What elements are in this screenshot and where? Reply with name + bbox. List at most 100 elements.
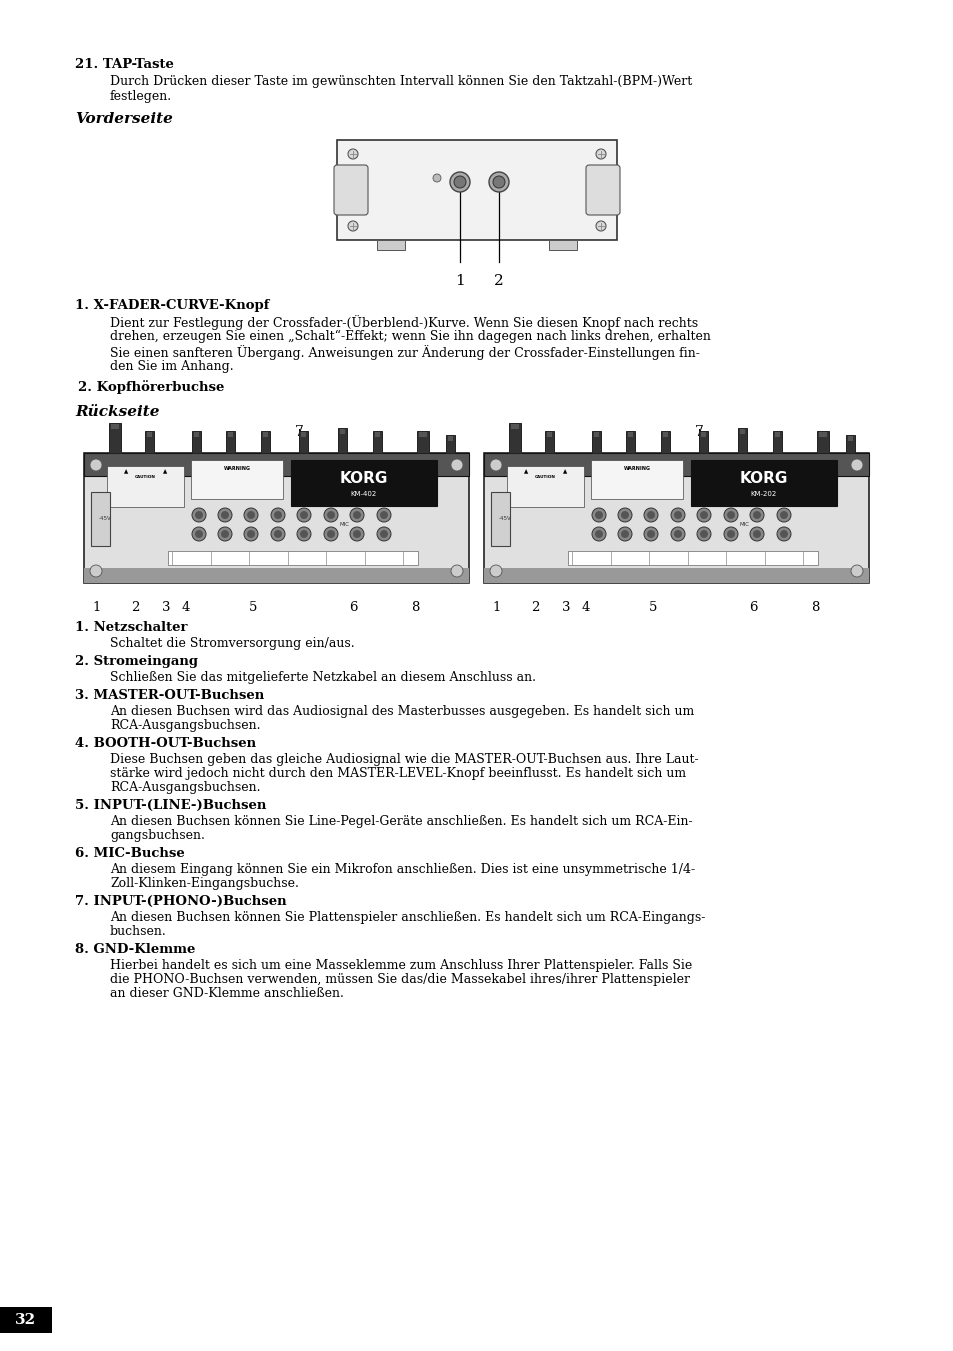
Circle shape <box>218 527 232 540</box>
Circle shape <box>353 511 360 519</box>
Circle shape <box>749 527 763 540</box>
Circle shape <box>643 508 658 521</box>
Bar <box>418 432 426 436</box>
Bar <box>168 551 417 565</box>
Text: 8: 8 <box>411 601 418 613</box>
Text: ▲: ▲ <box>562 470 566 474</box>
Circle shape <box>376 508 391 521</box>
Text: 2. Kopfhörerbuchse: 2. Kopfhörerbuchse <box>78 380 224 394</box>
Circle shape <box>596 222 605 231</box>
Circle shape <box>700 530 707 538</box>
Bar <box>591 431 600 453</box>
Circle shape <box>646 530 655 538</box>
Circle shape <box>776 527 790 540</box>
Text: Rückseite: Rückseite <box>75 405 159 419</box>
Circle shape <box>348 222 357 231</box>
Circle shape <box>379 530 388 538</box>
Circle shape <box>490 459 501 471</box>
Circle shape <box>595 530 602 538</box>
Bar <box>111 424 119 430</box>
Text: Durch Drücken dieser Taste im gewünschten Intervall können Sie den Taktzahl-(BPM: Durch Drücken dieser Taste im gewünschte… <box>110 76 692 88</box>
Bar <box>84 453 469 584</box>
Text: Diese Buchsen geben das gleiche Audiosignal wie die MASTER-OUT-Buchsen aus. Ihre: Diese Buchsen geben das gleiche Audiosig… <box>110 753 698 766</box>
Circle shape <box>618 527 631 540</box>
Bar <box>0 1306 52 1333</box>
Circle shape <box>348 149 357 159</box>
Circle shape <box>726 530 734 538</box>
Text: CAUTION: CAUTION <box>535 476 556 480</box>
Circle shape <box>244 508 257 521</box>
Bar <box>593 432 598 436</box>
Bar <box>263 432 268 436</box>
Circle shape <box>620 530 628 538</box>
Bar <box>84 453 469 477</box>
Bar <box>700 432 706 436</box>
Text: den Sie im Anhang.: den Sie im Anhang. <box>110 359 233 373</box>
Circle shape <box>752 530 760 538</box>
Circle shape <box>646 511 655 519</box>
Circle shape <box>780 530 787 538</box>
Text: Schließen Sie das mitgelieferte Netzkabel an diesem Anschluss an.: Schließen Sie das mitgelieferte Netzkabe… <box>110 671 536 684</box>
Bar <box>445 435 455 453</box>
Circle shape <box>379 511 388 519</box>
Bar <box>148 432 152 436</box>
Bar <box>818 432 826 436</box>
Bar <box>339 430 345 434</box>
Text: WARNING: WARNING <box>223 466 251 471</box>
Bar <box>545 431 554 453</box>
Text: An diesem Eingang können Sie ein Mikrofon anschließen. Dies ist eine unsymmetris: An diesem Eingang können Sie ein Mikrofo… <box>110 863 695 875</box>
Text: gangsbuchsen.: gangsbuchsen. <box>110 830 205 842</box>
Circle shape <box>493 176 504 188</box>
Circle shape <box>850 565 862 577</box>
Bar <box>261 431 270 453</box>
Circle shape <box>274 530 282 538</box>
Bar <box>91 492 110 546</box>
Text: stärke wird jedoch nicht durch den MASTER-LEVEL-Knopf beeinflusst. Es handelt si: stärke wird jedoch nicht durch den MASTE… <box>110 767 685 780</box>
Circle shape <box>670 527 684 540</box>
Circle shape <box>247 530 254 538</box>
Text: 1. X-FADER-CURVE-Knopf: 1. X-FADER-CURVE-Knopf <box>75 299 269 312</box>
Bar <box>483 453 868 477</box>
Text: 3. MASTER-OUT-Buchsen: 3. MASTER-OUT-Buchsen <box>75 689 264 703</box>
Circle shape <box>433 174 440 182</box>
Bar <box>109 423 121 453</box>
Text: 2: 2 <box>530 601 538 613</box>
Circle shape <box>592 527 605 540</box>
Text: Vorderseite: Vorderseite <box>75 112 172 126</box>
Circle shape <box>296 527 311 540</box>
Circle shape <box>673 530 681 538</box>
Circle shape <box>218 508 232 521</box>
Bar <box>699 431 708 453</box>
Bar <box>107 466 184 507</box>
Circle shape <box>350 508 364 521</box>
Circle shape <box>324 508 337 521</box>
Bar <box>291 459 436 507</box>
Text: 1: 1 <box>92 601 101 613</box>
Text: 7: 7 <box>294 426 303 439</box>
Bar <box>547 432 552 436</box>
Circle shape <box>618 508 631 521</box>
Bar <box>299 431 308 453</box>
Bar <box>590 459 682 499</box>
Circle shape <box>271 508 285 521</box>
Bar <box>228 432 233 436</box>
Circle shape <box>451 565 462 577</box>
Circle shape <box>353 530 360 538</box>
Circle shape <box>299 530 308 538</box>
Text: 6: 6 <box>349 601 356 613</box>
Bar <box>226 431 235 453</box>
Circle shape <box>327 530 335 538</box>
Circle shape <box>376 527 391 540</box>
Text: An diesen Buchsen können Sie Plattenspieler anschließen. Es handelt sich um RCA-: An diesen Buchsen können Sie Plattenspie… <box>110 911 704 924</box>
Text: 21. TAP-Taste: 21. TAP-Taste <box>75 58 173 72</box>
Circle shape <box>749 508 763 521</box>
Bar <box>625 431 635 453</box>
Bar <box>483 453 868 584</box>
Text: An diesen Buchsen wird das Audiosignal des Masterbusses ausgegeben. Es handelt s: An diesen Buchsen wird das Audiosignal d… <box>110 705 694 717</box>
Bar <box>376 240 405 250</box>
Bar <box>483 567 868 584</box>
Circle shape <box>490 565 501 577</box>
Circle shape <box>850 459 862 471</box>
Bar <box>191 459 283 499</box>
Circle shape <box>194 511 203 519</box>
